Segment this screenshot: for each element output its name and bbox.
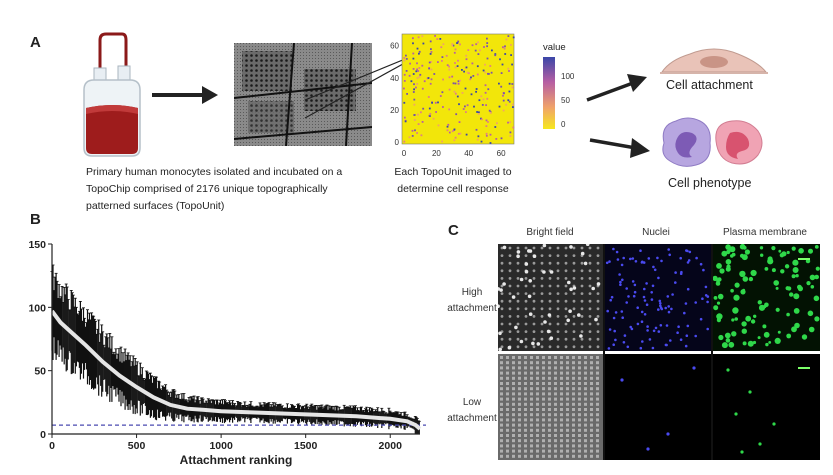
row-label-low-attachment: Low attachment [447,397,497,424]
column-header-plasma-membrane: Plasma membrane [723,227,807,238]
legend-tick: 0 [561,120,566,129]
panel-b-label: B [30,211,41,228]
macrophage-phenotype-icon [662,117,763,167]
heatmap-x-tick: 20 [432,149,441,158]
scale-bar [798,258,810,260]
y-tick-label: 150 [28,239,46,251]
arrow-right-icon [152,86,218,104]
panel-a-label: A [30,34,41,51]
heatmap-y-ticks: 60 40 20 0 [390,42,399,147]
column-header-bright-field: Bright field [526,227,574,238]
heatmap-x-ticks: 0 20 40 60 [402,149,506,158]
heatmap-legend: 100 50 0 [543,57,575,129]
heatmap-y-tick: 60 [390,42,399,51]
legend-tick: 100 [561,72,575,81]
heatmap-x-tick: 60 [497,149,506,158]
arrow-down-right-icon [589,138,650,158]
caption-imaging: Each TopoUnit imaged to determine cell r… [394,166,512,195]
y-tick-label: 50 [34,366,46,378]
series-line [50,309,422,431]
legend-tick: 50 [561,96,570,105]
panel-c-label: C [448,222,459,239]
x-tick-label: 500 [128,440,146,452]
topounit-heatmap: 0 20 40 60 60 40 20 0 [390,33,515,158]
heatmap-x-tick: 40 [464,149,473,158]
heatmap-x-tick: 0 [402,149,407,158]
nuclei-high-image [605,244,711,351]
attached-cell-icon [660,48,768,74]
heatmap-y-tick: 20 [390,106,399,115]
x-tick-label: 0 [49,440,55,452]
x-tick-label: 2000 [379,440,403,452]
outcome-cell-phenotype: Cell phenotype [668,176,752,190]
scale-bar [798,367,810,369]
caption-topochip: Primary human monocytes isolated and inc… [86,166,343,212]
column-header-nuclei: Nuclei [642,227,670,238]
attachment-ranking-chart: 0 500 1000 1500 2000 0 50 100 150 Attachment ra… [28,239,426,467]
microscopy-grid [498,244,820,460]
heatmap-y-tick: 40 [390,74,399,83]
row-label-high-attachment: High attachment [447,287,497,314]
outcome-cell-attachment: Cell attachment [666,78,753,92]
bright-field-high-image [498,244,603,352]
x-tick-label: 1000 [209,440,233,452]
nuclei-low-image [605,354,711,460]
plasma-membrane-high-image [712,244,820,351]
x-tick-label: 1500 [294,440,318,452]
heatmap-y-tick: 0 [395,138,400,147]
y-tick-label: 0 [40,429,46,441]
error-band [50,264,421,434]
x-axis-label: Attachment ranking [180,453,293,467]
y-tick-label: 100 [28,302,46,314]
heatmap-legend-title: value [543,42,566,53]
arrow-up-right-icon [586,74,647,102]
topochip-micrograph [234,43,372,146]
blood-bag-icon [83,32,141,157]
bright-field-low-image [498,354,603,460]
plasma-membrane-low-image [713,354,820,460]
